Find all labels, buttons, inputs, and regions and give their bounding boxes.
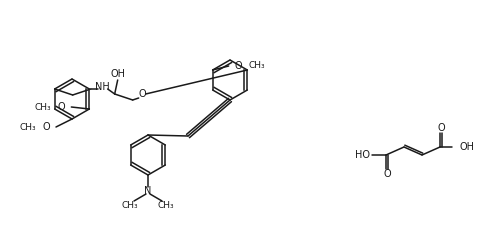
Text: O: O <box>383 169 391 179</box>
Text: CH₃: CH₃ <box>248 62 266 71</box>
Text: CH₃: CH₃ <box>158 202 174 210</box>
Text: CH₃: CH₃ <box>35 103 51 111</box>
Text: OH: OH <box>460 142 475 152</box>
Text: O: O <box>139 89 146 99</box>
Text: CH₃: CH₃ <box>20 123 36 131</box>
Text: CH₃: CH₃ <box>122 202 138 210</box>
Text: N: N <box>144 186 152 196</box>
Text: OH: OH <box>110 69 125 79</box>
Text: NH: NH <box>95 82 110 92</box>
Text: O: O <box>42 122 50 132</box>
Text: HO: HO <box>355 150 370 160</box>
Text: O: O <box>437 123 445 133</box>
Text: O: O <box>58 102 65 112</box>
Text: O: O <box>235 61 242 71</box>
